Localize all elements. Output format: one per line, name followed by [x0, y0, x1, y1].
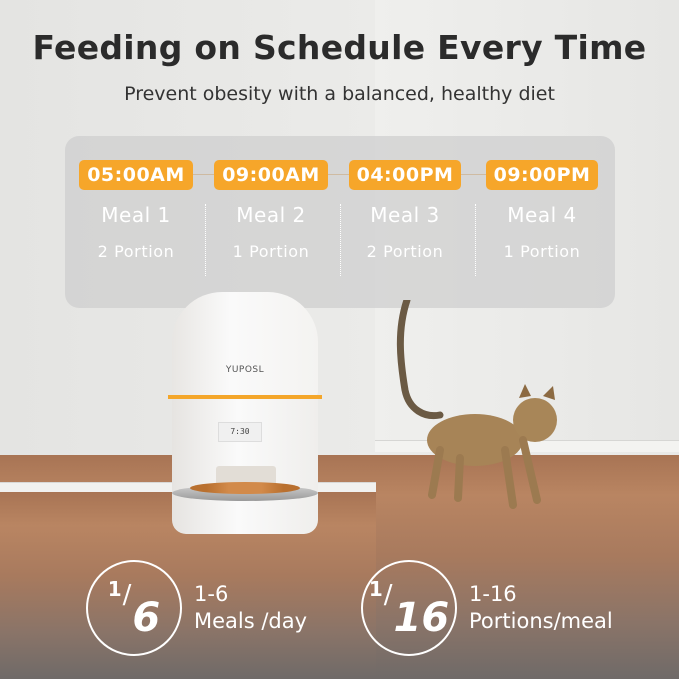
stat-label: Portions/meal: [469, 609, 613, 633]
kibble: [190, 482, 300, 494]
fraction-icon: 1 / 16: [361, 560, 457, 656]
stat-range: 1-6: [194, 582, 229, 606]
feeder-display: 7:30: [218, 422, 262, 442]
stat-label: Meals /day: [194, 609, 308, 633]
stat-range: 1-16: [469, 582, 517, 606]
divider: [475, 204, 476, 276]
time-badge: 04:00PM: [348, 160, 462, 190]
cat-image: [396, 300, 557, 509]
fraction-slash: /: [383, 580, 393, 610]
time-badge: 09:00PM: [485, 160, 599, 190]
brand-logo: YUPOSL: [225, 365, 265, 375]
fraction-numerator: 1: [368, 577, 383, 601]
portion-label: 2 Portion: [366, 242, 444, 261]
stat-text: 1-6 Meals /day: [194, 581, 307, 635]
pet-feeder-image: YUPOSL 7:30: [168, 292, 322, 534]
page-title: Feeding on Schedule Every Time: [32, 28, 647, 67]
fraction-denominator: 16: [393, 595, 450, 641]
portion-label: 1 Portion: [232, 242, 310, 261]
feeder-accent-band: [168, 395, 322, 399]
schedule-item: 09:00PM Meal 4 1 Portion: [476, 160, 608, 262]
fraction-icon: 1 / 6: [86, 560, 182, 656]
page-subtitle: Prevent obesity with a balanced, healthy…: [124, 83, 555, 105]
divider: [205, 204, 206, 276]
schedule-item: 04:00PM Meal 3 2 Portion: [339, 160, 471, 262]
time-badge: 05:00AM: [79, 160, 193, 190]
schedule-item: 05:00AM Meal 1 2 Portion: [70, 160, 202, 262]
schedule-item: 09:00AM Meal 2 1 Portion: [205, 160, 337, 262]
time-badge: 09:00AM: [214, 160, 328, 190]
timeline-line: [85, 174, 595, 175]
portion-label: 2 Portion: [97, 242, 175, 261]
fraction-slash: /: [122, 580, 132, 610]
stat-text: 1-16 Portions/meal: [469, 581, 613, 635]
meals-per-day-stat: 1 / 6 1-6 Meals /day: [86, 558, 307, 658]
schedule-panel: 05:00AM Meal 1 2 Portion 09:00AM Meal 2 …: [65, 136, 615, 308]
meal-label: Meal 1: [101, 203, 171, 227]
portions-per-meal-stat: 1 / 16 1-16 Portions/meal: [361, 558, 613, 658]
meal-label: Meal 2: [236, 203, 306, 227]
meal-label: Meal 3: [370, 203, 440, 227]
divider: [340, 204, 341, 276]
fraction-numerator: 1: [107, 577, 122, 601]
fraction-denominator: 6: [132, 595, 161, 641]
feeder-hopper: [172, 292, 318, 396]
portion-label: 1 Portion: [503, 242, 581, 261]
meal-label: Meal 4: [507, 203, 577, 227]
